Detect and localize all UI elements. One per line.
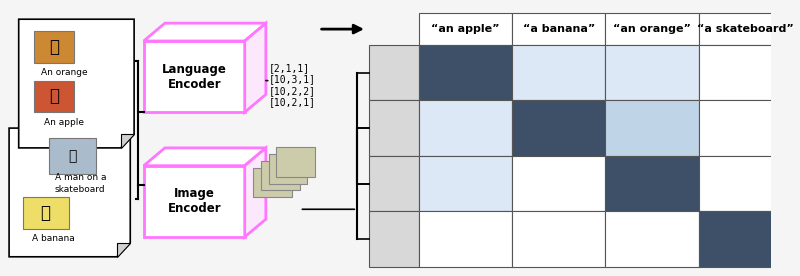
Bar — [512, 45, 606, 100]
Text: [2,1,1]
[10,3,1]
[10,2,2]
[10,2,1]: [2,1,1] [10,3,1] [10,2,2] [10,2,1] — [269, 63, 316, 108]
Bar — [369, 100, 418, 156]
Text: 🍌: 🍌 — [41, 204, 50, 222]
Bar — [606, 13, 698, 45]
Text: 🍊: 🍊 — [50, 38, 59, 56]
Text: “a banana”: “a banana” — [522, 24, 595, 34]
Text: Image
Encoder: Image Encoder — [167, 187, 221, 215]
Bar — [369, 45, 418, 100]
Bar — [277, 147, 315, 177]
Bar — [34, 31, 74, 63]
Text: A banana: A banana — [32, 235, 74, 243]
Polygon shape — [144, 41, 245, 112]
Bar — [418, 100, 512, 156]
Polygon shape — [144, 23, 266, 41]
Text: An apple: An apple — [44, 118, 84, 127]
Bar — [698, 13, 792, 45]
Bar — [269, 154, 307, 184]
Bar — [418, 13, 512, 45]
Bar — [22, 197, 69, 229]
Bar — [418, 45, 512, 100]
Bar — [606, 156, 698, 211]
Bar — [698, 45, 792, 100]
Bar — [606, 211, 698, 267]
Text: “an apple”: “an apple” — [431, 24, 500, 34]
Bar — [254, 168, 292, 197]
Text: 🛹: 🛹 — [68, 149, 77, 163]
Polygon shape — [9, 128, 130, 257]
Polygon shape — [245, 148, 266, 237]
Bar — [606, 45, 698, 100]
Bar — [512, 211, 606, 267]
Bar — [261, 161, 299, 190]
Bar — [698, 211, 792, 267]
Text: 🍎: 🍎 — [50, 87, 59, 105]
Bar — [606, 100, 698, 156]
Text: Language
Encoder: Language Encoder — [162, 63, 226, 91]
Polygon shape — [121, 134, 134, 148]
Text: “a skateboard”: “a skateboard” — [697, 24, 794, 34]
Bar — [34, 81, 74, 112]
Bar — [418, 211, 512, 267]
Polygon shape — [245, 23, 266, 112]
Bar — [512, 100, 606, 156]
Bar — [369, 156, 418, 211]
Polygon shape — [144, 166, 245, 237]
Bar — [512, 13, 606, 45]
Bar — [369, 211, 418, 267]
Bar — [50, 138, 96, 174]
Text: “an orange”: “an orange” — [613, 24, 691, 34]
Bar — [698, 100, 792, 156]
Polygon shape — [18, 19, 134, 148]
Bar — [512, 156, 606, 211]
Polygon shape — [117, 243, 130, 257]
Bar — [418, 156, 512, 211]
Text: A man on a
skateboard: A man on a skateboard — [54, 174, 106, 193]
Polygon shape — [144, 148, 266, 166]
Bar — [698, 156, 792, 211]
Text: An orange: An orange — [41, 68, 87, 77]
